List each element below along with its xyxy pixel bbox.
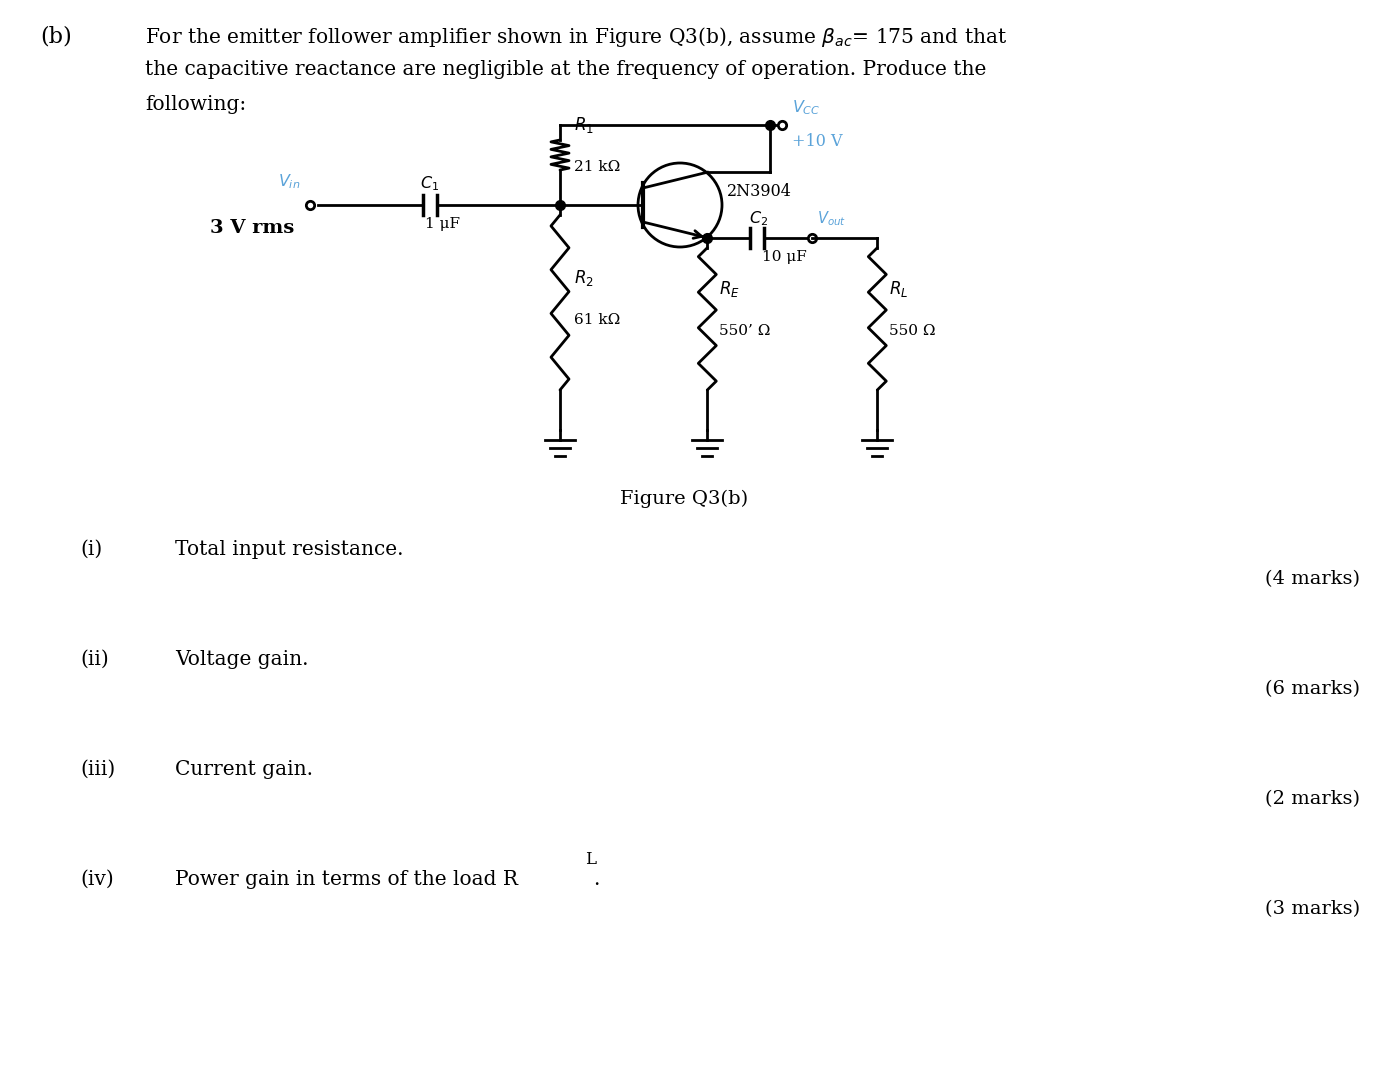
Text: (4 marks): (4 marks)	[1266, 570, 1361, 588]
Text: (2 marks): (2 marks)	[1266, 789, 1361, 808]
Text: following:: following:	[145, 95, 246, 114]
Text: (b): (b)	[41, 25, 71, 48]
Text: (i): (i)	[80, 540, 102, 559]
Text: Power gain in terms of the load R: Power gain in terms of the load R	[175, 870, 518, 889]
Text: 550’ Ω: 550’ Ω	[719, 324, 771, 338]
Text: $V_{in}$: $V_{in}$	[278, 173, 300, 191]
Text: 10 μF: 10 μF	[763, 249, 807, 264]
Text: Total input resistance.: Total input resistance.	[175, 540, 404, 559]
Text: Voltage gain.: Voltage gain.	[175, 650, 309, 669]
Text: 550 Ω: 550 Ω	[890, 324, 936, 338]
Text: (3 marks): (3 marks)	[1264, 900, 1361, 918]
Text: Figure Q3(b): Figure Q3(b)	[620, 490, 749, 509]
Text: (iii): (iii)	[80, 760, 115, 779]
Text: $R_E$: $R_E$	[719, 279, 740, 299]
Text: $V_{out}$: $V_{out}$	[817, 210, 847, 228]
Text: 1 μF: 1 μF	[425, 217, 460, 231]
Text: (iv): (iv)	[80, 870, 113, 889]
Text: .: .	[592, 870, 599, 889]
Text: For the emitter follower amplifier shown in Figure Q3(b), assume $\beta_{ac}$= 1: For the emitter follower amplifier shown…	[145, 25, 1007, 49]
Text: $R_1$: $R_1$	[574, 114, 594, 135]
Text: L: L	[585, 851, 597, 868]
Text: (ii): (ii)	[80, 650, 109, 669]
Text: (6 marks): (6 marks)	[1266, 680, 1361, 698]
Text: Current gain.: Current gain.	[175, 760, 313, 779]
Text: $R_L$: $R_L$	[890, 279, 908, 299]
Text: $V_{CC}$: $V_{CC}$	[792, 98, 820, 117]
Text: $C_2$: $C_2$	[749, 210, 768, 228]
Text: 3 V rms: 3 V rms	[210, 219, 295, 237]
Text: 61 kΩ: 61 kΩ	[574, 312, 620, 326]
Text: 21 kΩ: 21 kΩ	[574, 160, 620, 174]
Text: $C_1$: $C_1$	[420, 174, 439, 193]
Text: the capacitive reactance are negligible at the frequency of operation. Produce t: the capacitive reactance are negligible …	[145, 60, 986, 79]
Text: +10 V: +10 V	[792, 133, 842, 150]
Text: 2N3904: 2N3904	[726, 183, 792, 200]
Text: $R_2$: $R_2$	[574, 268, 594, 287]
